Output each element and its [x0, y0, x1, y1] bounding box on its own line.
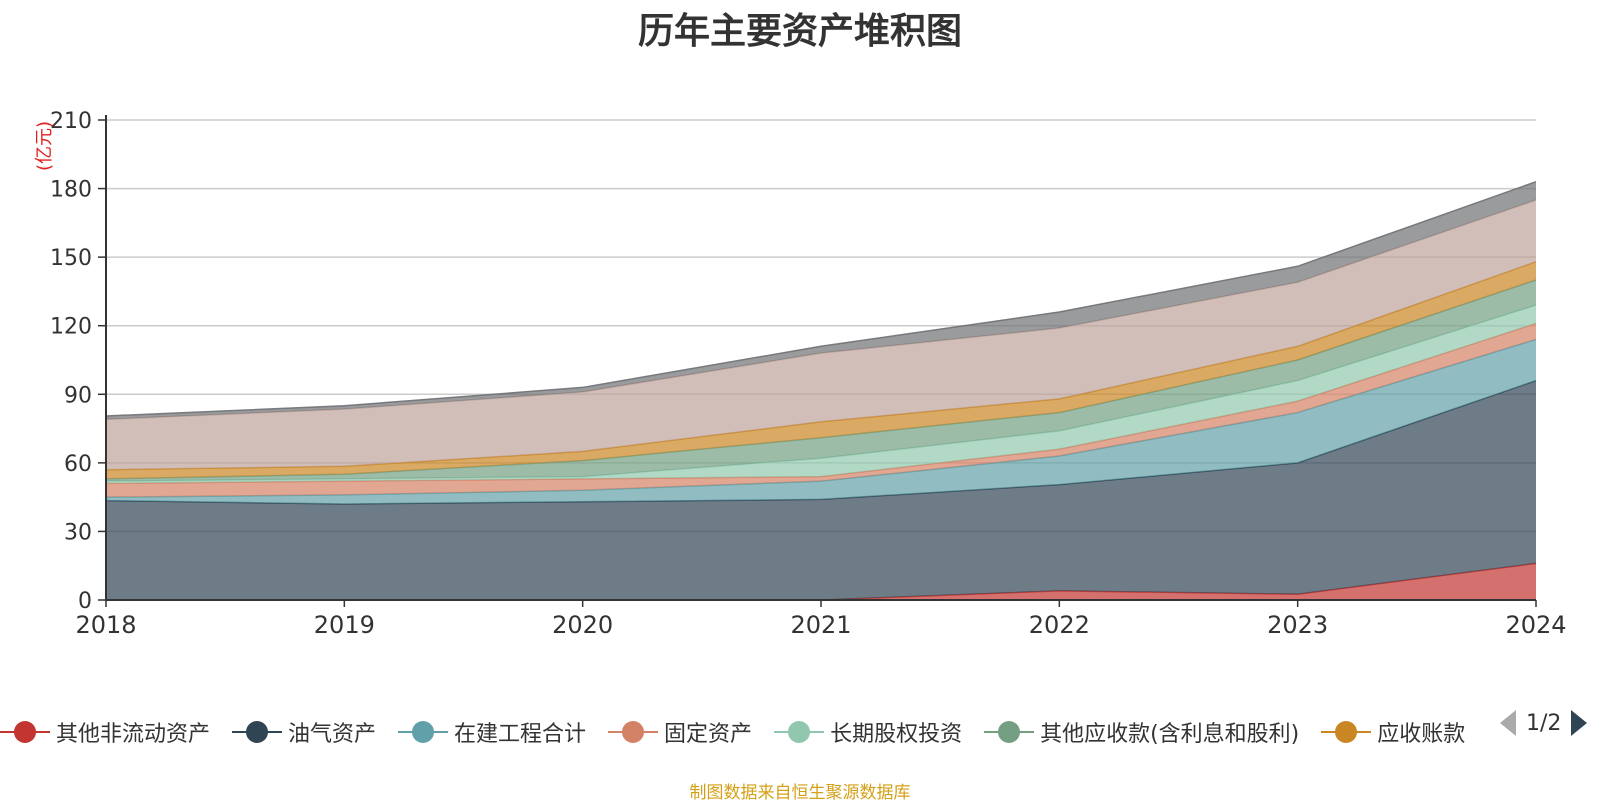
- x-tick-label: 2021: [790, 611, 851, 639]
- legend-label: 其他应收款(含利息和股利): [1040, 722, 1300, 747]
- area-series-2: [106, 339, 1536, 504]
- legend-item[interactable]: 固定资产: [608, 716, 752, 748]
- legend: 其他非流动资产 油气资产 在建工程合计 固定资产 长期股权投资 其他应收款(含利息和股利)…: [0, 700, 1470, 750]
- legend-marker-icon: [398, 721, 449, 743]
- legend-item[interactable]: 在建工程合计: [398, 716, 586, 748]
- legend-item[interactable]: 其他应收款(含利息和股利): [984, 716, 1299, 748]
- y-tick-label: 180: [50, 178, 92, 203]
- legend-page-indicator: 1/2: [1526, 710, 1562, 736]
- legend-item[interactable]: 油气资产: [232, 716, 376, 748]
- y-tick-label: 30: [64, 520, 92, 545]
- chart-title: 历年主要资产堆积图: [637, 11, 962, 52]
- y-tick-label: 150: [50, 246, 92, 271]
- next-page-icon[interactable]: [1569, 708, 1589, 738]
- legend-item[interactable]: 应收账款: [1321, 716, 1465, 748]
- legend-marker-icon: [984, 721, 1035, 743]
- prev-page-icon[interactable]: [1498, 708, 1518, 738]
- x-tick-label: 2020: [552, 611, 613, 639]
- x-tick-label: 2024: [1505, 611, 1566, 639]
- area-series-6: [106, 261, 1536, 479]
- legend-label: 油气资产: [288, 722, 377, 747]
- legend-label: 其他非流动资产: [56, 722, 211, 747]
- legend-marker-icon: [1321, 721, 1372, 743]
- y-tick-label: 120: [50, 315, 92, 340]
- y-tick-label: 0: [78, 589, 92, 614]
- area-series-4: [106, 305, 1536, 484]
- y-tick-label: 60: [64, 452, 92, 477]
- line-series-1: [105, 379, 1537, 505]
- area-series-0: [106, 563, 1536, 600]
- y-axis-unit-label: (亿元): [34, 121, 55, 171]
- line-series-8: [105, 181, 1537, 417]
- x-tick-label: 2022: [1029, 611, 1090, 639]
- legend-marker-icon: [774, 721, 825, 743]
- legend-marker-icon: [232, 721, 283, 743]
- source-note: 制图数据来自恒生聚源数据库: [689, 783, 911, 803]
- legend-item[interactable]: 其他非流动资产: [0, 716, 210, 748]
- legend-marker-icon: [0, 721, 50, 743]
- legend-item[interactable]: 长期股权投资: [774, 716, 962, 748]
- y-tick-label: 90: [64, 383, 92, 408]
- legend-label: 应收账款: [1377, 722, 1466, 747]
- line-series-7: [105, 199, 1537, 421]
- x-tick-label: 2018: [75, 611, 136, 639]
- x-tick-label: 2019: [314, 611, 375, 639]
- legend-marker-icon: [608, 721, 659, 743]
- legend-label: 固定资产: [664, 722, 753, 747]
- x-tick-label: 2023: [1267, 611, 1328, 639]
- area-series-7: [106, 200, 1536, 470]
- legend-label: 长期股权投资: [830, 722, 963, 747]
- area-series-5: [106, 280, 1536, 482]
- area-series-1: [106, 380, 1536, 600]
- legend-pager: 1/2: [1498, 708, 1589, 738]
- legend-label: 在建工程合计: [454, 722, 587, 747]
- y-tick-label: 210: [50, 109, 92, 134]
